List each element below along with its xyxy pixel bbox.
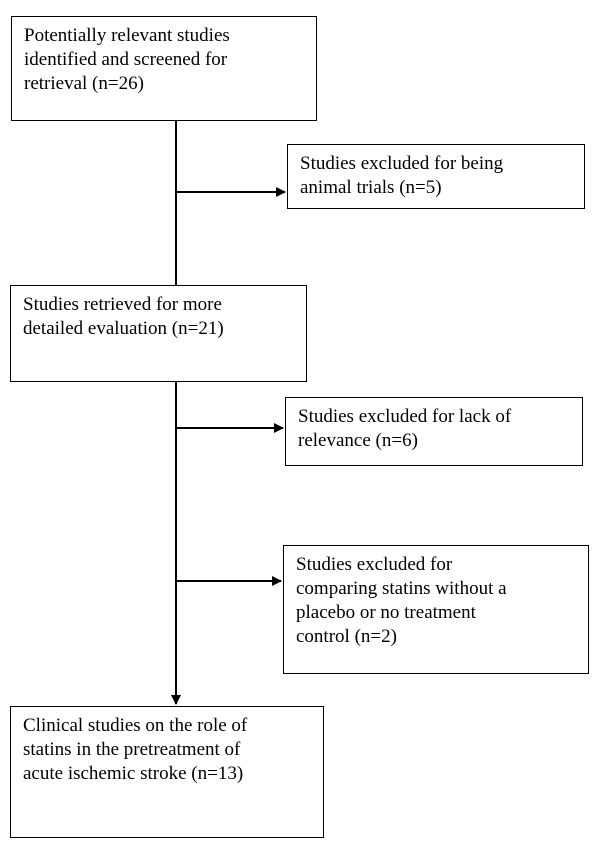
box-identified-studies: Potentially relevant studies identified … [11, 16, 317, 121]
box-retrieved-studies: Studies retrieved for more detailed eval… [10, 285, 307, 382]
box-excluded-comparing-statins: Studies excluded for comparing statins w… [283, 545, 589, 674]
box-excluded-animal-trials: Studies excluded for being animal trials… [287, 144, 585, 209]
box-excluded-lack-of-relevance: Studies excluded for lack of relevance (… [285, 397, 583, 466]
box-included-clinical-studies: Clinical studies on the role of statins … [10, 706, 324, 838]
